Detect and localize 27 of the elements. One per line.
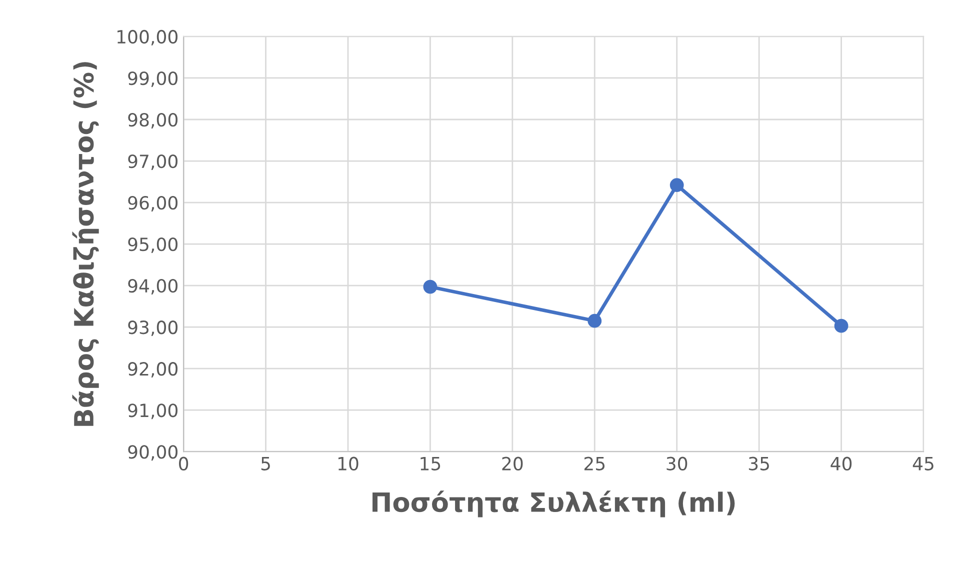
y-tick-label: 91,00 [128,404,178,420]
y-tick-label: 95,00 [128,238,178,254]
y-tick-label: 98,00 [128,112,178,128]
x-tick-label: 15 [420,457,440,470]
y-tick-label: 97,00 [128,154,178,170]
x-tick-label: 20 [502,456,523,470]
x-tick-label: 25 [584,456,605,470]
y-axis-title: Βάρος Καθιζήσαντος (%) [72,62,99,426]
point [423,280,438,294]
y-tick-label: 96,00 [128,196,178,212]
y-tick-label: 99,00 [128,71,178,87]
x-tick-label: 30 [666,456,688,470]
x-tick-label: 5 [261,457,270,470]
point [670,178,684,192]
x-axis-title: Ποσότητα Συλλέκτη (ml) [372,490,735,518]
y-tick-label: 94,00 [128,279,178,295]
x-tick-label: 35 [748,456,769,470]
x-tick-label: 10 [338,456,358,470]
x-tick-label: 0 [179,456,188,470]
y-tick-label: 92,00 [128,362,178,378]
x-tick-label: 40 [830,456,852,470]
y-tick-label: 90,00 [128,445,178,461]
point [588,314,602,328]
y-tick-label: 100,00 [117,30,178,46]
x-tick-label: 45 [912,457,934,470]
point [834,318,848,333]
y-tick-label: 93,00 [128,320,178,336]
